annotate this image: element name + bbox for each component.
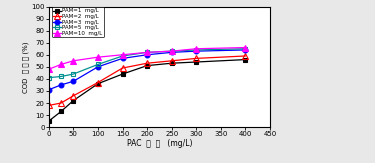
PAM=1  mg/L <box>170 62 174 64</box>
PAM=10  mg/L <box>145 51 149 53</box>
Line: PAM=1  mg/L: PAM=1 mg/L <box>46 57 248 124</box>
PAM=3  mg/L <box>120 57 125 59</box>
PAM=5  mg/L <box>145 51 149 53</box>
PAM=2  mg/L <box>59 102 63 104</box>
PAM=2  mg/L <box>243 55 248 57</box>
PAM=10  mg/L <box>59 63 63 65</box>
PAM=2  mg/L <box>170 60 174 62</box>
PAM=10  mg/L <box>194 48 198 50</box>
Line: PAM=2  mg/L: PAM=2 mg/L <box>46 53 248 108</box>
PAM=2  mg/L <box>194 57 198 59</box>
PAM=1  mg/L <box>59 111 63 112</box>
PAM=5  mg/L <box>120 55 125 57</box>
PAM=1  mg/L <box>194 61 198 63</box>
PAM=5  mg/L <box>71 73 76 75</box>
PAM=2  mg/L <box>120 67 125 69</box>
PAM=10  mg/L <box>120 54 125 56</box>
Line: PAM=5  mg/L: PAM=5 mg/L <box>46 46 248 80</box>
PAM=5  mg/L <box>170 50 174 52</box>
PAM=3  mg/L <box>71 80 76 82</box>
PAM=3  mg/L <box>46 89 51 91</box>
PAM=3  mg/L <box>243 49 248 51</box>
PAM=2  mg/L <box>145 62 149 64</box>
PAM=3  mg/L <box>170 51 174 53</box>
Line: PAM=3  mg/L: PAM=3 mg/L <box>46 47 248 92</box>
PAM=1  mg/L <box>46 120 51 122</box>
PAM=10  mg/L <box>71 60 76 62</box>
Y-axis label: COD  去 除 率 (%): COD 去 除 率 (%) <box>22 41 29 93</box>
PAM=3  mg/L <box>194 50 198 52</box>
PAM=1  mg/L <box>243 59 248 61</box>
PAM=10  mg/L <box>96 56 100 58</box>
PAM=5  mg/L <box>59 75 63 77</box>
X-axis label: PAC  用  量   (mg/L): PAC 用 量 (mg/L) <box>127 139 192 148</box>
PAM=10  mg/L <box>46 68 51 70</box>
PAM=5  mg/L <box>46 77 51 79</box>
PAM=5  mg/L <box>243 48 248 50</box>
PAM=1  mg/L <box>71 100 76 102</box>
PAM=1  mg/L <box>120 73 125 75</box>
PAM=10  mg/L <box>243 47 248 49</box>
PAM=2  mg/L <box>96 82 100 83</box>
Legend: PAM=1  mg/L, PAM=2  mg/L, PAM=3  mg/L, PAM=5  mg/L, PAM=10  mg/L: PAM=1 mg/L, PAM=2 mg/L, PAM=3 mg/L, PAM=… <box>51 7 104 37</box>
PAM=1  mg/L <box>145 65 149 67</box>
PAM=2  mg/L <box>71 95 76 97</box>
PAM=1  mg/L <box>96 83 100 85</box>
PAM=2  mg/L <box>46 104 51 106</box>
PAM=10  mg/L <box>170 50 174 52</box>
PAM=3  mg/L <box>59 84 63 86</box>
PAM=3  mg/L <box>145 54 149 56</box>
PAM=5  mg/L <box>194 49 198 51</box>
Line: PAM=10  mg/L: PAM=10 mg/L <box>46 45 248 72</box>
PAM=3  mg/L <box>96 66 100 68</box>
PAM=5  mg/L <box>96 63 100 65</box>
